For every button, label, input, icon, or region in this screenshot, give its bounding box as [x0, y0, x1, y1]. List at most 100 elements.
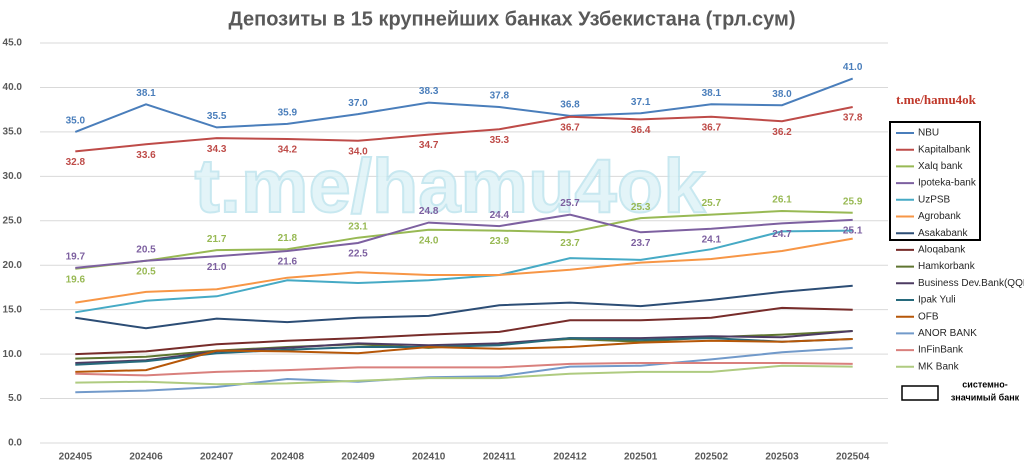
data-label: 25.1 — [843, 226, 863, 237]
data-label: 36.4 — [631, 125, 651, 136]
y-tick-label: 20.0 — [3, 260, 23, 271]
series-line — [75, 237, 853, 304]
x-tick-label: 202405 — [59, 452, 93, 463]
series-line — [75, 338, 853, 373]
data-label: 25.9 — [843, 196, 863, 207]
data-label: 36.2 — [772, 127, 792, 138]
legend-label: OFB — [918, 311, 939, 322]
legend-label: Asakabank — [918, 228, 968, 239]
legend-label: ANOR BANK — [918, 328, 977, 339]
data-label: 20.5 — [136, 266, 156, 277]
data-label: 19.7 — [66, 252, 86, 263]
legend-label: Agrobank — [918, 211, 962, 222]
data-label: 25.7 — [702, 198, 722, 209]
data-label: 35.5 — [207, 111, 227, 122]
y-tick-label: 0.0 — [8, 438, 22, 449]
data-label: 24.0 — [419, 235, 439, 246]
data-label: 34.2 — [278, 145, 298, 156]
data-label: 26.1 — [772, 195, 792, 206]
data-label: 36.7 — [560, 122, 580, 133]
data-label: 38.3 — [419, 86, 439, 97]
data-label: 24.8 — [419, 206, 439, 217]
x-tick-label: 202409 — [341, 452, 375, 463]
data-label: 19.6 — [66, 274, 86, 285]
data-label: 25.7 — [560, 198, 580, 209]
data-label: 36.8 — [560, 100, 580, 111]
series-line — [75, 284, 853, 330]
legend-label: Ipoteka-bank — [918, 178, 977, 189]
data-label: 25.3 — [631, 202, 651, 213]
series-line — [75, 364, 853, 386]
legend-label: NBU — [918, 128, 939, 139]
data-label: 41.0 — [843, 62, 863, 73]
data-label: 35.0 — [66, 116, 86, 127]
data-label: 21.0 — [207, 262, 227, 273]
data-label: 34.7 — [419, 140, 439, 151]
y-tick-label: 15.0 — [3, 304, 23, 315]
series-line — [75, 362, 853, 377]
legend-label: Business Dev.Bank(QQB) — [918, 278, 1024, 289]
legend-label: Aloqabank — [918, 245, 966, 256]
series-line — [75, 213, 853, 269]
data-label: 33.6 — [136, 150, 156, 161]
x-tick-label: 202410 — [412, 452, 446, 463]
data-label: 21.7 — [207, 234, 227, 245]
data-label: 38.1 — [136, 88, 156, 99]
data-label: 21.6 — [278, 257, 298, 268]
data-label: 36.7 — [702, 122, 722, 133]
legend-label: MK Bank — [918, 361, 960, 372]
data-label: 24.1 — [702, 234, 722, 245]
data-label: 32.8 — [66, 157, 86, 168]
x-tick-label: 202412 — [553, 452, 587, 463]
series-line — [75, 229, 853, 314]
legend-frame — [889, 121, 981, 241]
data-label: 23.9 — [490, 236, 510, 247]
series-line — [75, 346, 853, 394]
x-tick-label: 202407 — [200, 452, 234, 463]
x-tick-label: 202504 — [836, 452, 870, 463]
y-tick-label: 10.0 — [3, 349, 23, 360]
x-tick-label: 202411 — [483, 452, 516, 463]
data-label: 37.8 — [843, 113, 863, 124]
data-label: 35.3 — [490, 135, 510, 146]
chart-title: Депозиты в 15 крупнейших банках Узбекист… — [229, 8, 796, 30]
y-tick-label: 30.0 — [3, 171, 23, 182]
x-tick-label: 202503 — [765, 452, 799, 463]
data-label: 37.0 — [348, 98, 368, 109]
legend-label: Ipak Yuli — [918, 295, 956, 306]
data-label: 34.3 — [207, 144, 227, 155]
series-line — [75, 306, 853, 356]
data-label: 23.7 — [631, 238, 651, 249]
watermark: t.me/hamu4ok — [194, 144, 706, 229]
y-tick-label: 40.0 — [3, 82, 23, 93]
x-tick-label: 202408 — [271, 452, 305, 463]
data-label: 24.4 — [490, 210, 510, 221]
x-tick-label: 202502 — [695, 452, 729, 463]
key-text: системно- — [962, 379, 1007, 389]
legend-label: Xalq bank — [918, 161, 963, 172]
data-label: 37.8 — [490, 91, 510, 102]
legend-label: InFinBank — [918, 345, 964, 356]
data-label: 35.9 — [278, 108, 298, 119]
legend-label: Kapitalbank — [918, 144, 971, 155]
data-label: 20.5 — [136, 244, 156, 255]
key-text: значимый банк — [951, 392, 1020, 402]
data-label: 21.8 — [278, 233, 298, 244]
watermark-small: t.me/hamu4ok — [896, 92, 977, 107]
data-label: 23.1 — [348, 221, 368, 232]
x-tick-label: 202501 — [624, 452, 658, 463]
data-label: 23.7 — [560, 238, 580, 249]
series-line — [74, 77, 854, 133]
legend-label: Hamkorbank — [918, 261, 976, 272]
legend-label: UzPSB — [918, 194, 951, 205]
data-label: 38.1 — [702, 88, 722, 99]
y-tick-label: 45.0 — [3, 38, 23, 49]
data-label: 38.0 — [772, 89, 792, 100]
y-tick-label: 25.0 — [3, 215, 23, 226]
data-label: 24.7 — [772, 229, 792, 240]
y-tick-label: 5.0 — [8, 393, 22, 404]
data-label: 34.0 — [348, 146, 368, 157]
series-line — [75, 209, 853, 270]
series-line — [75, 106, 853, 153]
